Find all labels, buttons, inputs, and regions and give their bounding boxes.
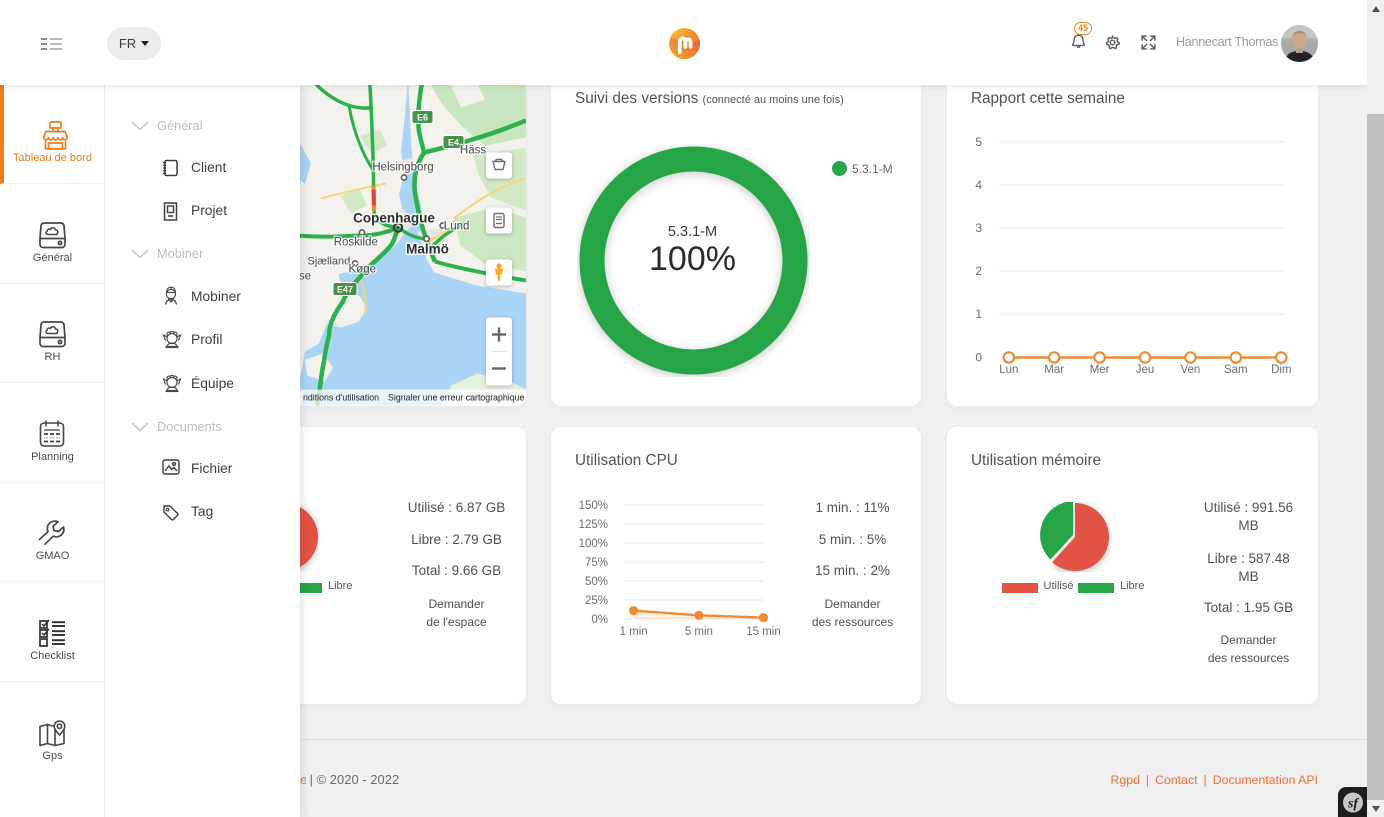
- svg-text:nditions d'utilisation: nditions d'utilisation: [303, 393, 379, 403]
- svg-text:Roskilde: Roskilde: [334, 237, 378, 249]
- svg-text:25%: 25%: [585, 595, 608, 607]
- svg-text:Copenhague: Copenhague: [353, 211, 435, 226]
- svg-text:0%: 0%: [591, 614, 608, 626]
- svg-text:Häss: Häss: [460, 145, 486, 157]
- svg-text:75%: 75%: [585, 557, 608, 569]
- svg-text:50%: 50%: [585, 576, 608, 588]
- svg-text:5 min: 5 min: [685, 626, 713, 638]
- svg-text:Sam: Sam: [1224, 364, 1248, 376]
- svg-text:125%: 125%: [579, 519, 608, 531]
- svg-text:5: 5: [975, 135, 982, 149]
- svg-text:1: 1: [975, 307, 982, 321]
- svg-text:15 min: 15 min: [746, 626, 781, 638]
- svg-text:Mer: Mer: [1090, 364, 1110, 376]
- svg-text:Ven: Ven: [1180, 364, 1200, 376]
- svg-text:Dim: Dim: [1271, 364, 1291, 376]
- svg-text:Signaler une erreur cartograph: Signaler une erreur cartographique: [388, 393, 525, 403]
- svg-text:E6: E6: [417, 113, 428, 123]
- svg-text:Lund: Lund: [444, 221, 470, 233]
- svg-text:Lun: Lun: [999, 364, 1018, 376]
- svg-text:sf: sf: [1347, 797, 1359, 812]
- svg-text:1 min: 1 min: [620, 626, 648, 638]
- svg-text:100%: 100%: [579, 538, 608, 550]
- svg-text:Helsingborg: Helsingborg: [372, 162, 433, 174]
- svg-text:Køge: Køge: [349, 264, 377, 276]
- svg-text:4: 4: [975, 178, 982, 192]
- svg-text:0: 0: [975, 351, 982, 365]
- svg-text:150%: 150%: [579, 500, 608, 512]
- svg-text:Mar: Mar: [1044, 364, 1064, 376]
- svg-text:Jeu: Jeu: [1136, 364, 1155, 376]
- svg-text:Malmö: Malmö: [406, 242, 449, 257]
- svg-text:E4: E4: [448, 138, 459, 148]
- svg-text:Sjælland: Sjælland: [307, 256, 350, 268]
- svg-text:3: 3: [975, 221, 982, 235]
- svg-text:E47: E47: [337, 285, 353, 295]
- svg-text:2: 2: [975, 264, 982, 278]
